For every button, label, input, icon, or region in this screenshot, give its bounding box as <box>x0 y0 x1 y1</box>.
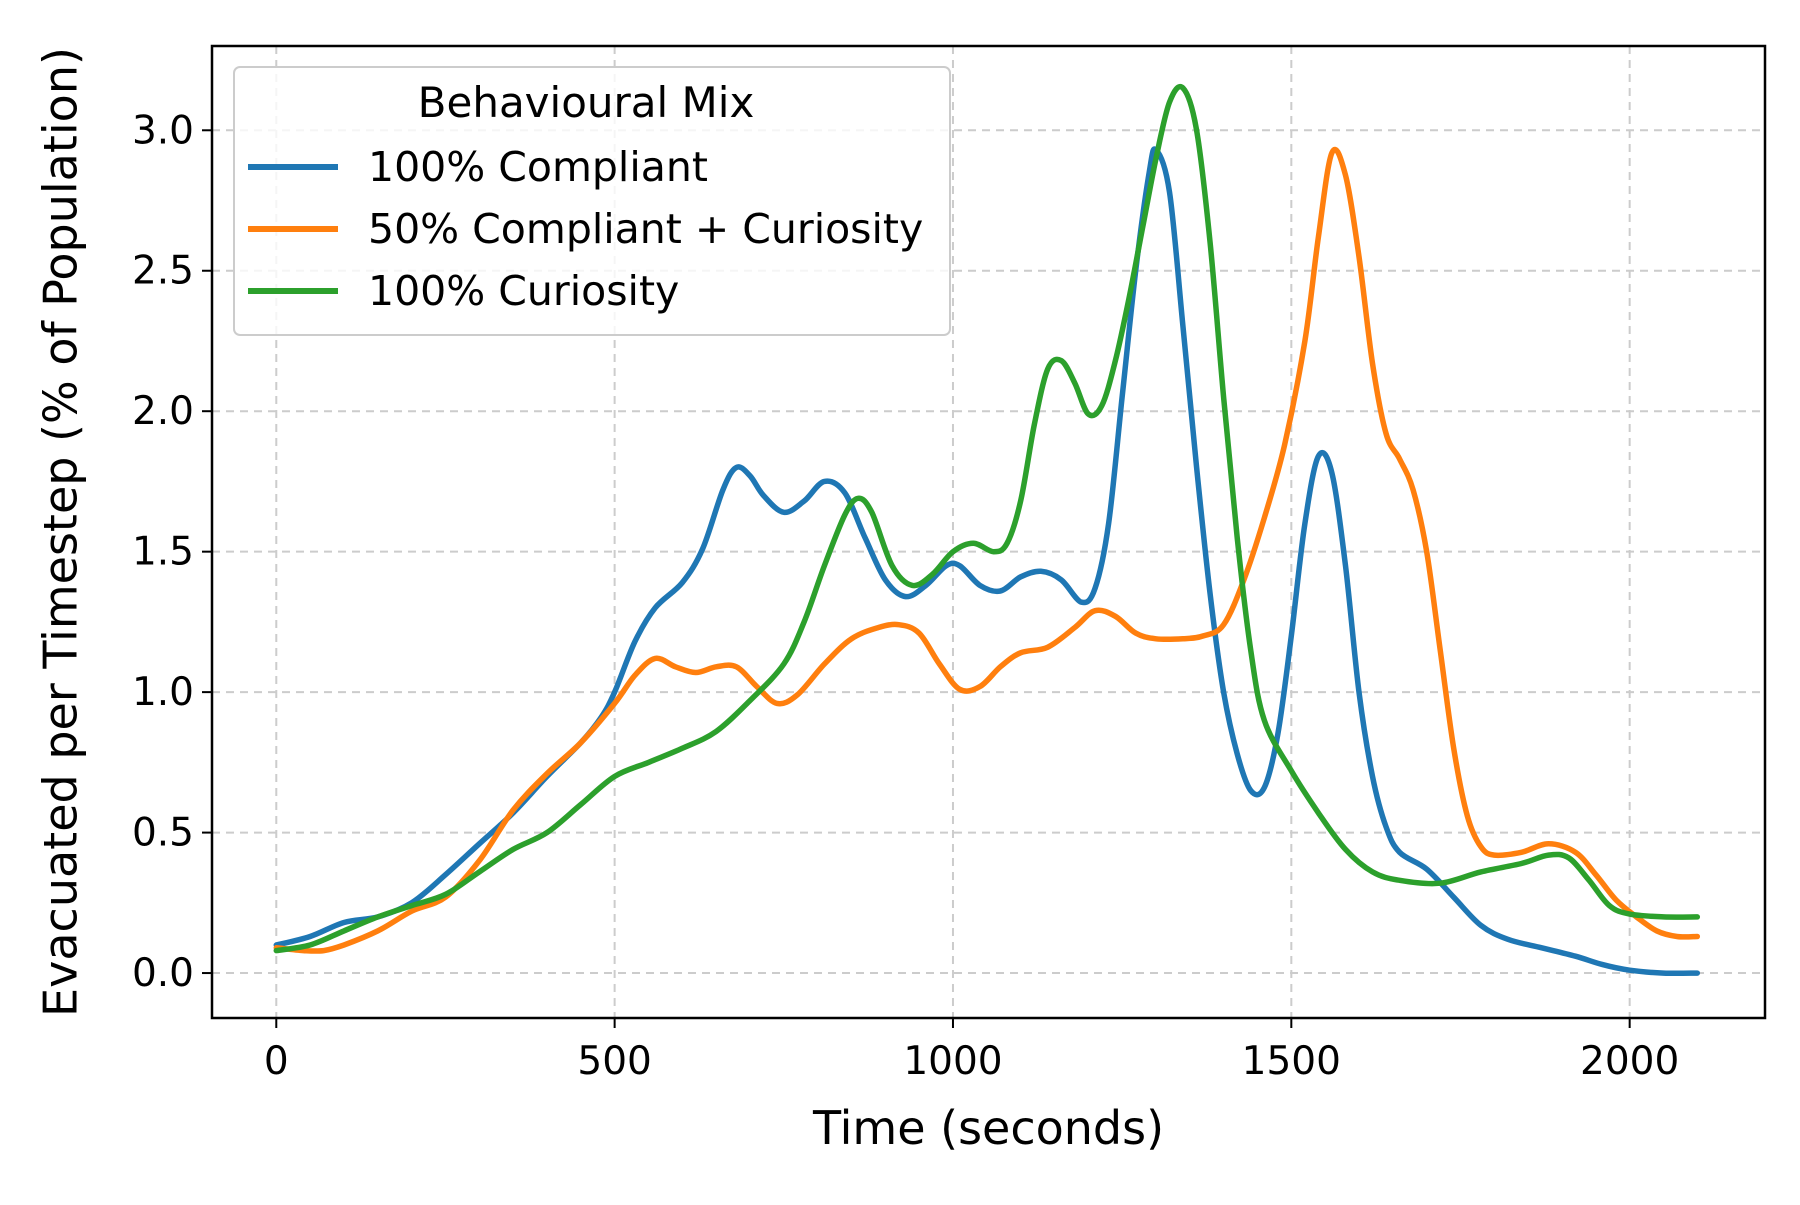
y-axis: 0.0 0.5 1.0 1.5 2.0 2.5 3.0 <box>132 108 212 996</box>
legend-label-100-curiosity: 100% Curiosity <box>368 267 679 315</box>
y-tick-label: 1.5 <box>132 530 194 575</box>
legend: Behavioural Mix 100% Compliant 50% Compli… <box>233 66 951 336</box>
series-line-100-curiosity <box>273 83 1701 954</box>
y-tick-label: 2.0 <box>132 389 194 434</box>
y-tick-label: 2.5 <box>132 249 194 294</box>
legend-label-50-compliant-curiosity: 50% Compliant + Curiosity <box>368 205 923 253</box>
y-tick-label: 3.0 <box>132 108 194 153</box>
legend-label-100-compliant: 100% Compliant <box>368 143 708 191</box>
legend-title: Behavioural Mix <box>418 78 755 127</box>
x-tick-label: 0 <box>264 1039 289 1084</box>
series-line-50-compliant-curiosity <box>273 146 1701 954</box>
y-tick-label: 0.5 <box>132 811 194 856</box>
x-tick-label: 500 <box>577 1039 651 1084</box>
x-tick-label: 1500 <box>1242 1039 1341 1084</box>
x-axis: 0 500 1000 1500 2000 <box>264 1018 1679 1084</box>
plot-area-frame <box>210 44 1767 1020</box>
series-lines <box>273 83 1701 977</box>
y-axis-title: Evacuated per Timestep (% of Population) <box>34 47 88 1017</box>
x-axis-title: Time (seconds) <box>812 1101 1164 1155</box>
legend-box <box>233 66 951 336</box>
y-tick-label: 0.0 <box>132 951 194 996</box>
x-tick-label: 1000 <box>903 1039 1002 1084</box>
x-tick-label: 2000 <box>1580 1039 1679 1084</box>
series-line-100-compliant <box>273 146 1701 977</box>
y-tick-label: 1.0 <box>132 670 194 715</box>
